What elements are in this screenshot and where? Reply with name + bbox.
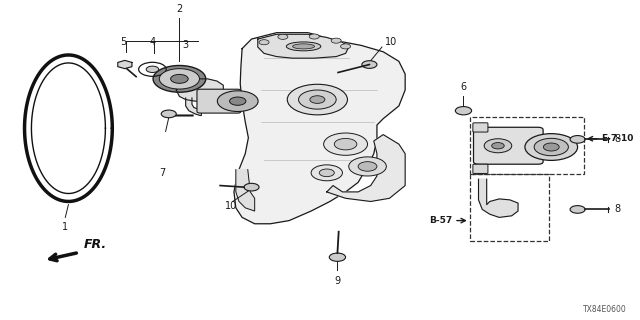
Circle shape (153, 66, 205, 92)
Circle shape (484, 139, 512, 153)
FancyBboxPatch shape (197, 89, 241, 113)
Circle shape (230, 97, 246, 105)
Polygon shape (479, 179, 518, 217)
Circle shape (362, 61, 377, 68)
Circle shape (324, 133, 367, 155)
Circle shape (278, 34, 288, 39)
Text: 3: 3 (182, 40, 189, 50)
Ellipse shape (34, 65, 103, 192)
Text: 2: 2 (176, 4, 182, 13)
Circle shape (161, 110, 176, 118)
Ellipse shape (292, 44, 314, 49)
FancyBboxPatch shape (473, 164, 488, 173)
Circle shape (455, 107, 472, 115)
Circle shape (159, 69, 200, 89)
Circle shape (171, 75, 188, 83)
Circle shape (331, 38, 341, 43)
Circle shape (534, 138, 568, 156)
Circle shape (311, 165, 342, 181)
Bar (470, 117, 584, 174)
Circle shape (244, 183, 259, 191)
Polygon shape (327, 135, 405, 202)
Circle shape (492, 142, 504, 149)
Circle shape (309, 34, 319, 39)
Bar (470, 174, 549, 241)
Circle shape (287, 84, 348, 115)
Circle shape (146, 66, 159, 73)
Circle shape (259, 40, 269, 45)
Polygon shape (258, 34, 349, 58)
Circle shape (543, 143, 559, 151)
Polygon shape (234, 33, 405, 224)
Text: 5: 5 (120, 37, 126, 47)
Text: 4: 4 (149, 37, 156, 47)
Polygon shape (236, 170, 255, 211)
Text: 8: 8 (614, 204, 620, 214)
Circle shape (340, 44, 351, 49)
Text: 6: 6 (460, 82, 467, 92)
Circle shape (334, 139, 357, 150)
Circle shape (298, 90, 336, 109)
Circle shape (218, 91, 258, 111)
Text: 7: 7 (159, 168, 166, 178)
Circle shape (329, 253, 346, 261)
Circle shape (358, 162, 377, 171)
Text: 8: 8 (614, 134, 620, 144)
Text: B-57: B-57 (429, 216, 452, 225)
FancyBboxPatch shape (473, 123, 488, 132)
Circle shape (310, 96, 325, 103)
Circle shape (525, 134, 577, 160)
Text: TX84E0600: TX84E0600 (583, 305, 627, 314)
Polygon shape (186, 98, 202, 116)
Ellipse shape (286, 42, 321, 51)
Text: 10: 10 (385, 37, 397, 47)
Circle shape (570, 136, 585, 143)
Text: 9: 9 (334, 276, 340, 286)
Circle shape (570, 206, 585, 213)
Text: FR.: FR. (84, 238, 108, 251)
Text: E-7-10: E-7-10 (602, 134, 634, 143)
Text: 1: 1 (62, 222, 68, 232)
Circle shape (319, 169, 334, 177)
FancyBboxPatch shape (474, 127, 543, 164)
Polygon shape (118, 60, 132, 69)
Text: 10: 10 (225, 202, 237, 212)
Circle shape (349, 157, 387, 176)
Polygon shape (176, 79, 223, 101)
